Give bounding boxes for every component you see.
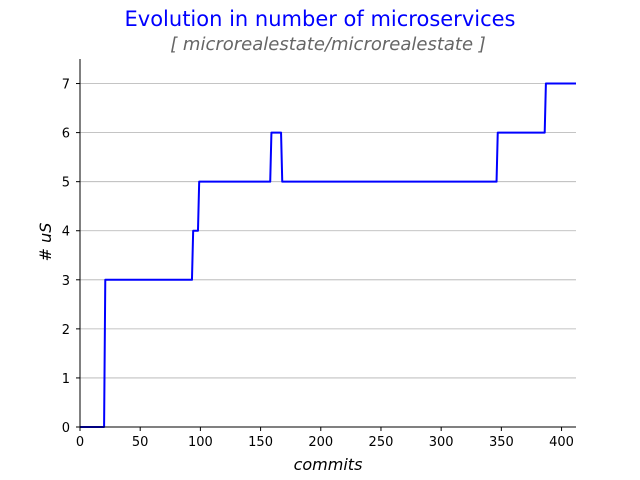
x-tick-label: 300 [429,435,454,450]
x-tick-label: 50 [132,435,149,450]
y-tick-label: 3 [62,274,70,289]
x-tick-label: 400 [549,435,574,450]
ticks: 0 50 100 150 200 250 300 350 400 0 1 2 3 4 5 6 7 [62,78,574,450]
grid-lines [80,83,576,428]
x-tick-label: 100 [188,435,213,450]
x-tick-label: 250 [369,435,394,450]
chart-subtitle: [ microrealestate/microrealestate ] [170,34,486,55]
y-tick-label: 4 [62,225,70,240]
y-tick-label: 1 [62,372,70,387]
y-tick-label: 6 [62,127,70,142]
y-axis-label: # uS [36,223,55,262]
y-tick-label: 7 [62,78,70,93]
series-line [80,82,576,428]
x-tick-label: 350 [489,435,514,450]
series-layer [80,82,576,428]
y-tick-label: 0 [62,421,70,436]
axes [79,59,576,428]
x-axis-label: commits [294,455,363,474]
y-tick-label: 2 [62,323,70,338]
x-tick-label: 200 [308,435,333,450]
y-tick-label: 5 [62,176,70,191]
x-tick-label: 150 [248,435,273,450]
chart-title: Evolution in number of microservices [125,7,516,31]
x-tick-label: 0 [76,435,84,450]
